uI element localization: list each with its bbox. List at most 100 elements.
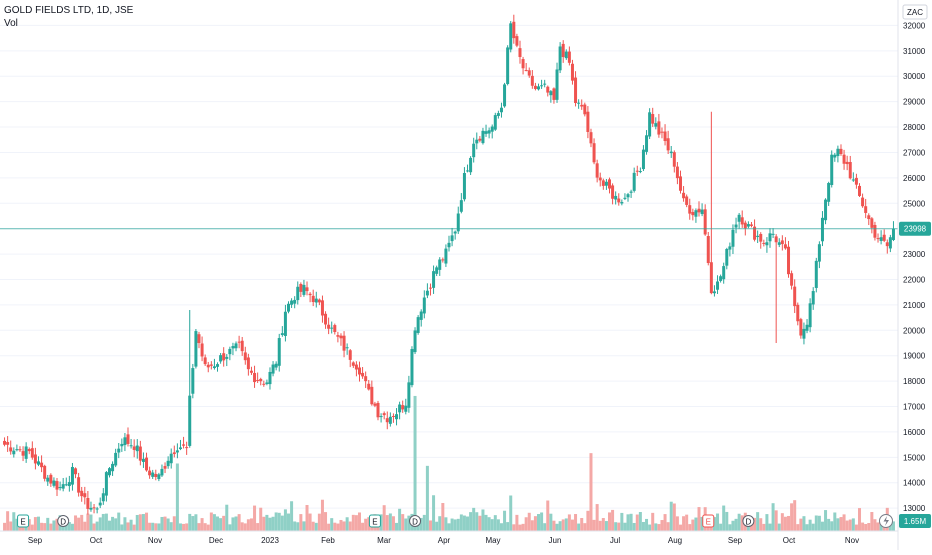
volume-bar: [290, 501, 294, 531]
volume-bar: [669, 501, 673, 531]
candle-body: [70, 466, 74, 485]
candle-body: [830, 154, 834, 185]
volume-bar: [876, 522, 880, 531]
dividend-marker[interactable]: D: [57, 515, 70, 527]
volume-bar: [712, 517, 716, 531]
earnings-marker[interactable]: E: [368, 514, 381, 528]
candle-body: [561, 43, 565, 58]
volume-bar: [817, 515, 821, 531]
volume-bar: [157, 523, 161, 531]
volume-bar: [92, 523, 96, 531]
volume-bar: [799, 518, 803, 531]
candle-body: [790, 273, 794, 286]
volume-bar: [438, 516, 442, 531]
candle-body: [379, 416, 383, 418]
volume-bar: [101, 513, 105, 531]
candle-body: [398, 404, 402, 413]
volume-bar: [716, 513, 720, 531]
flash-icon[interactable]: [879, 514, 893, 528]
candle-body: [40, 462, 44, 468]
volume-bar: [728, 524, 732, 531]
candle-body: [219, 355, 223, 362]
volume-bar: [413, 395, 417, 531]
time-axis[interactable]: Sep Oct Nov Dec 2023 Feb Mar Apr May Jun Jul Aug Sep…: [28, 536, 859, 545]
candle-body: [512, 21, 516, 39]
candle-body: [36, 461, 40, 465]
candle-body: [518, 48, 522, 58]
candle-body: [385, 418, 389, 423]
volume-bar: [74, 515, 78, 531]
volume-bar: [12, 512, 16, 531]
volume-bar: [209, 512, 213, 531]
dividend-marker[interactable]: D: [742, 515, 755, 527]
volume-bar: [330, 518, 334, 531]
volume-bar: [836, 518, 840, 531]
candle-body: [469, 157, 473, 173]
volume-bar: [52, 520, 56, 531]
volume-bar: [219, 518, 223, 531]
candle-body: [364, 376, 368, 382]
volume-bar: [768, 523, 772, 531]
candle-body: [18, 449, 22, 451]
volume-bar: [672, 503, 676, 531]
volume-bar: [95, 521, 99, 531]
candle-body: [246, 357, 250, 370]
price-tick-label: 29000: [903, 98, 926, 107]
volume-bar: [851, 518, 855, 531]
candle-body: [780, 240, 784, 245]
volume-bar: [540, 512, 544, 531]
time-tick-label: Nov: [845, 536, 859, 545]
candle-body: [194, 331, 198, 367]
candle-body: [191, 368, 195, 394]
candle-body: [283, 311, 287, 336]
candle-body: [376, 402, 380, 418]
volume-bar: [89, 514, 93, 531]
candle-body: [651, 114, 655, 124]
candle-body: [401, 405, 405, 410]
volume-bar: [30, 524, 34, 531]
volume-bar: [36, 516, 40, 531]
event-label: D: [746, 518, 752, 527]
volume-bar: [348, 521, 352, 531]
candle-body: [104, 472, 108, 496]
candle-body: [885, 242, 889, 247]
volume-bar: [811, 523, 815, 531]
volume-bar: [598, 520, 602, 531]
volume-bar: [391, 516, 395, 531]
candle-body: [262, 383, 266, 385]
candle-body: [503, 84, 507, 107]
candle-body: [466, 170, 470, 172]
candle-body: [864, 206, 868, 213]
candle-body: [447, 242, 451, 248]
candle-body: [540, 85, 544, 87]
volume-bar: [848, 519, 852, 531]
candle-body: [271, 364, 275, 374]
volume-bar: [104, 513, 108, 531]
candle-body: [197, 334, 201, 344]
candle-body: [64, 484, 68, 486]
candle-body: [324, 313, 328, 325]
volume-bars: [3, 395, 895, 531]
candle-body: [583, 104, 587, 115]
price-tick-label: 28000: [903, 123, 926, 132]
dividend-marker[interactable]: D: [409, 515, 422, 527]
candle-body: [657, 121, 661, 135]
earnings-marker[interactable]: E: [702, 514, 715, 528]
candle-body: [861, 197, 865, 207]
candle-body: [428, 287, 432, 289]
volume-bar: [302, 521, 306, 531]
earnings-marker[interactable]: E: [17, 514, 30, 528]
price-axis[interactable]: 13000 14000 15000 16000 17000 18000 19000 20000…: [903, 21, 926, 513]
candle-body: [873, 224, 877, 238]
candle-body: [422, 297, 426, 314]
price-tick-label: 18000: [903, 377, 926, 386]
candle-body: [570, 63, 574, 81]
candle-body: [299, 284, 303, 292]
candle-body: [354, 364, 358, 370]
volume-bar: [481, 509, 485, 531]
volume-bar: [567, 514, 571, 531]
volume-bar: [317, 513, 321, 531]
